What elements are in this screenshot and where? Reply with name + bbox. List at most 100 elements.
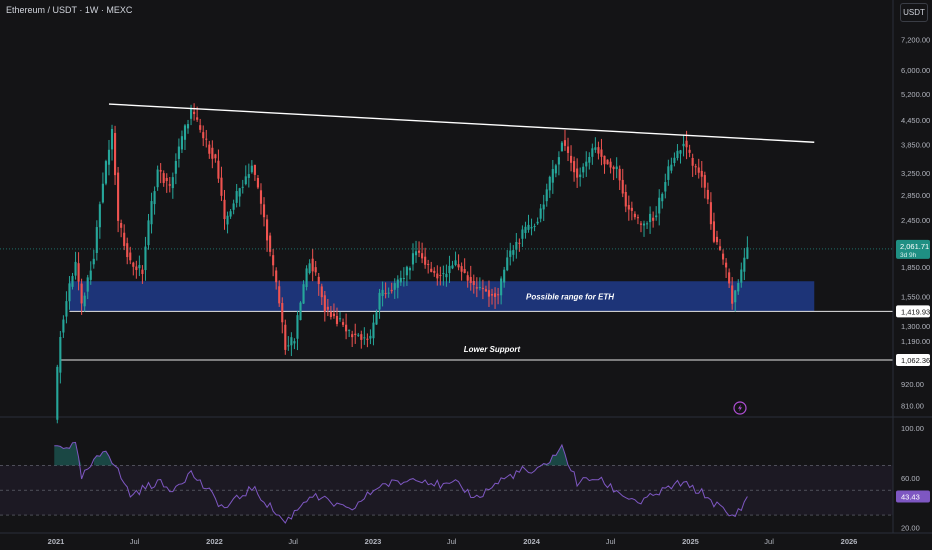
candle: [247, 163, 250, 188]
candle: [351, 330, 354, 348]
candle: [378, 288, 381, 319]
candle: [490, 288, 494, 305]
candle: [86, 274, 89, 300]
candle: [332, 303, 336, 319]
candle: [509, 242, 512, 266]
candle: [679, 149, 682, 164]
candle: [618, 165, 621, 190]
candle: [609, 158, 612, 174]
candle: [250, 160, 253, 174]
candle: [329, 306, 332, 320]
time-tick-label: Jul: [288, 537, 298, 546]
candle: [673, 152, 676, 167]
candle: [439, 266, 442, 286]
candle: [442, 265, 445, 286]
candle: [670, 157, 673, 174]
candle: [302, 280, 305, 305]
candle: [265, 214, 269, 252]
candle: [606, 159, 609, 165]
candle: [408, 266, 412, 280]
candle: [402, 267, 405, 287]
time-tick-label: 2024: [523, 537, 541, 546]
candle: [740, 262, 743, 288]
candle: [101, 172, 104, 204]
candle: [335, 307, 339, 327]
candle: [457, 254, 460, 271]
candle: [655, 206, 658, 221]
candle: [706, 182, 709, 205]
candle: [688, 144, 691, 158]
candle: [211, 140, 214, 169]
candle: [314, 261, 317, 276]
candle: [697, 158, 700, 179]
candle: [700, 161, 703, 188]
candle: [89, 261, 92, 285]
time-tick-label: 2023: [365, 537, 382, 546]
candle: [652, 211, 655, 228]
price-tick-label: 4,450.00: [901, 116, 930, 125]
candle: [156, 165, 159, 191]
rsi-pane[interactable]: [0, 441, 893, 524]
time-tick-label: 2021: [48, 537, 65, 546]
time-axis[interactable]: 2021 Jul 2022 Jul 2023 Jul 2024 Jul 2025 Jul 2026: [0, 532, 932, 546]
candle: [591, 143, 594, 165]
candle: [95, 220, 98, 261]
candle: [120, 219, 123, 238]
candle: [500, 276, 503, 305]
candle: [123, 224, 126, 251]
price-tick-label: 920.00: [901, 380, 924, 389]
candle: [521, 225, 524, 247]
candle: [220, 166, 223, 202]
range-low-price-tag: 1,419.93: [896, 305, 930, 318]
candle: [77, 252, 80, 291]
candle: [600, 138, 603, 166]
candle: [694, 163, 697, 175]
candle: [293, 338, 296, 350]
candle: [357, 332, 360, 337]
candle: [728, 268, 731, 288]
candle: [183, 124, 187, 150]
currency-button[interactable]: USDT: [900, 3, 928, 22]
candle: [530, 218, 533, 236]
candle: [135, 260, 138, 279]
candle: [649, 206, 652, 234]
candle: [421, 242, 424, 264]
time-tick-label: Jul: [764, 537, 774, 546]
candle: [253, 164, 256, 181]
candle: [199, 118, 202, 133]
candle: [92, 249, 95, 269]
candle: [311, 248, 314, 282]
price-axis[interactable]: 7,200.00 6,000.00 5,200.00 4,450.00 3,850.00…: [892, 0, 930, 533]
candle: [71, 272, 74, 290]
price-tick-label: 2,450.00: [901, 216, 930, 225]
time-tick-label: 2022: [206, 537, 223, 546]
candle: [417, 241, 421, 258]
candle: [341, 318, 345, 328]
candle: [126, 237, 129, 265]
candle: [259, 183, 263, 215]
candle: [424, 247, 427, 269]
candle: [62, 315, 65, 338]
candle: [731, 277, 734, 310]
candle: [244, 165, 247, 186]
candle: [664, 173, 667, 199]
candle: [551, 159, 554, 194]
price-tick-label: 7,200.00: [901, 36, 930, 45]
candle: [150, 192, 153, 234]
possible-range-label: Possible range for ETH: [526, 292, 614, 301]
price-pane[interactable]: Lower Support Possible range for ETH: [0, 103, 932, 424]
candle: [512, 245, 515, 262]
candle: [454, 251, 457, 267]
candle: [290, 332, 293, 357]
candle: [460, 262, 463, 281]
candle: [518, 238, 521, 252]
possible-range-zone: [69, 281, 815, 312]
time-tick-label: Jul: [130, 537, 140, 546]
candle: [141, 265, 144, 284]
candle: [411, 243, 415, 271]
svg-text:2,061.71: 2,061.71: [900, 242, 929, 251]
candle: [560, 141, 564, 152]
candle: [612, 165, 615, 181]
candle: [299, 301, 302, 321]
